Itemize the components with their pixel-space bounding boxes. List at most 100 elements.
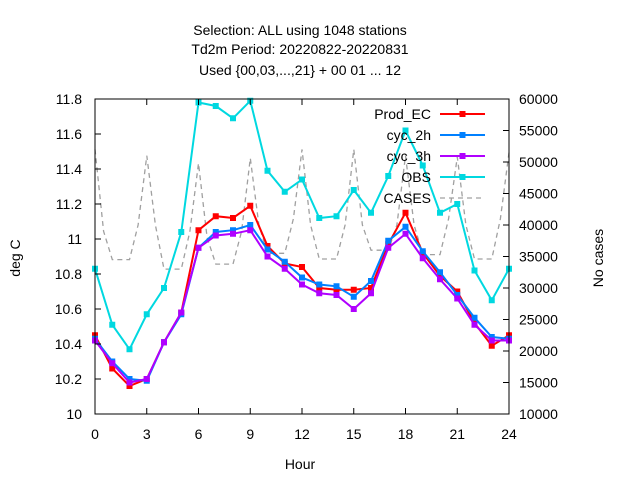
y-tick-label: 10.8 [55, 266, 82, 282]
point-obs [385, 173, 392, 179]
point-obs [264, 167, 271, 174]
point-obs [126, 346, 133, 353]
y2-tick-label: 35000 [519, 249, 558, 265]
y-tick-label: 11.4 [56, 161, 82, 177]
point-prod-ec [264, 243, 271, 249]
y-tick-label: 10.6 [55, 301, 82, 317]
y2-tick-label: 10000 [519, 406, 558, 422]
y2-axis: 10000 15000 20000 25000 30000 35000 40000 45000… [503, 91, 558, 422]
y-tick-label: 11.8 [56, 91, 82, 107]
y2-tick-label: 55000 [519, 123, 558, 139]
y2-tick-label: 25000 [519, 312, 558, 328]
point-cyc-3h [281, 265, 288, 272]
point-cyc-3h [471, 321, 478, 328]
point-cyc-2h [316, 281, 323, 288]
y2-tick-label: 45000 [519, 186, 558, 202]
point-obs [281, 188, 288, 195]
legend-marker-cyc-2h [459, 132, 466, 138]
title-line-2: Td2m Period: 20220822-20220831 [191, 41, 408, 57]
y-tick-label: 11.6 [56, 126, 82, 142]
point-obs [350, 187, 357, 193]
point-cyc-3h [178, 309, 185, 316]
legend-label-cases: CASES [384, 190, 431, 206]
point-cyc-2h [247, 222, 254, 228]
legend-label-prod-ec: Prod_EC [374, 106, 431, 122]
point-obs [109, 321, 116, 328]
point-cyc-2h [454, 292, 461, 298]
y-tick-label: 10.2 [55, 371, 82, 387]
point-cyc-2h [230, 227, 236, 234]
point-obs [368, 209, 374, 216]
point-cyc-3h [247, 227, 254, 234]
legend-label-cyc-3h: cyc_3h [387, 148, 431, 164]
x-axis: 0 3 6 9 12 15 18 21 24 [91, 99, 517, 442]
point-prod-ec [212, 213, 219, 220]
y2-tick-label: 60000 [519, 91, 558, 107]
point-obs [437, 209, 443, 216]
point-obs [471, 267, 478, 274]
y-tick-label: 11 [67, 231, 82, 247]
point-cyc-3h [230, 230, 236, 237]
point-cyc-3h [402, 230, 409, 237]
point-prod-ec [454, 288, 461, 295]
y2-tick-label: 15000 [519, 375, 558, 391]
point-cyc-2h [350, 293, 357, 300]
x-axis-label: Hour [285, 456, 316, 472]
x-tick-label: 3 [143, 426, 151, 442]
y2-axis-label: No cases [590, 229, 606, 287]
legend-marker-prod-ec [459, 111, 466, 117]
legend-label-obs: OBS [401, 169, 431, 185]
title-line-1: Selection: ALL using 1048 stations [193, 22, 407, 38]
point-cyc-2h [419, 248, 426, 255]
point-obs [333, 213, 340, 220]
point-cyc-3h [333, 292, 340, 298]
point-obs [419, 162, 426, 169]
series-line-cases [94, 149, 510, 270]
point-obs [402, 127, 409, 134]
point-prod-ec [316, 285, 323, 291]
point-obs [212, 103, 219, 109]
point-cyc-3h [437, 276, 443, 283]
point-cyc-3h [161, 339, 167, 346]
point-prod-ec [368, 285, 374, 291]
y2-tick-label: 20000 [519, 343, 558, 359]
y-tick-label: 10 [66, 406, 82, 422]
title-line-3: Used {00,03,...,21} + 00 01 ... 12 [199, 62, 401, 78]
point-obs [178, 229, 185, 235]
x-tick-label: 9 [246, 426, 254, 442]
point-obs [161, 285, 167, 291]
point-cyc-2h [471, 314, 478, 321]
y2-tick-label: 30000 [519, 280, 558, 296]
point-prod-ec [126, 383, 133, 389]
x-tick-label: 6 [195, 426, 203, 442]
point-cyc-3h [316, 290, 323, 297]
point-cyc-2h [402, 223, 409, 230]
y-axis-label: deg C [7, 239, 23, 276]
point-cyc-3h [385, 244, 392, 251]
point-cyc-2h [385, 237, 392, 244]
point-cyc-2h [126, 376, 133, 382]
y-tick-label: 11.2 [56, 196, 82, 212]
point-cyc-2h [437, 269, 443, 276]
point-prod-ec [402, 209, 409, 216]
x-tick-label: 15 [346, 426, 362, 442]
point-prod-ec [385, 241, 392, 248]
point-prod-ec [350, 286, 357, 293]
plot-frame [94, 98, 510, 415]
x-tick-label: 12 [294, 426, 310, 442]
point-obs [143, 311, 150, 318]
legend: Prod_EC cyc_2h cyc_3h OBS CASES [374, 106, 485, 206]
point-cyc-2h [488, 334, 495, 340]
point-cyc-3h [264, 253, 271, 260]
point-cyc-3h [299, 281, 305, 288]
point-cyc-3h [126, 379, 133, 386]
point-cyc-3h [195, 244, 202, 251]
point-cyc-3h [109, 360, 116, 367]
legend-marker-obs [459, 174, 466, 180]
y-axis: 10 10.2 10.4 10.6 10.8 11 11.2 11.4 11.6 11.8 [55, 91, 101, 422]
x-tick-label: 24 [501, 426, 517, 442]
point-prod-ec [247, 202, 254, 209]
x-tick-label: 18 [398, 426, 414, 442]
legend-marker-cyc-3h [459, 153, 466, 159]
